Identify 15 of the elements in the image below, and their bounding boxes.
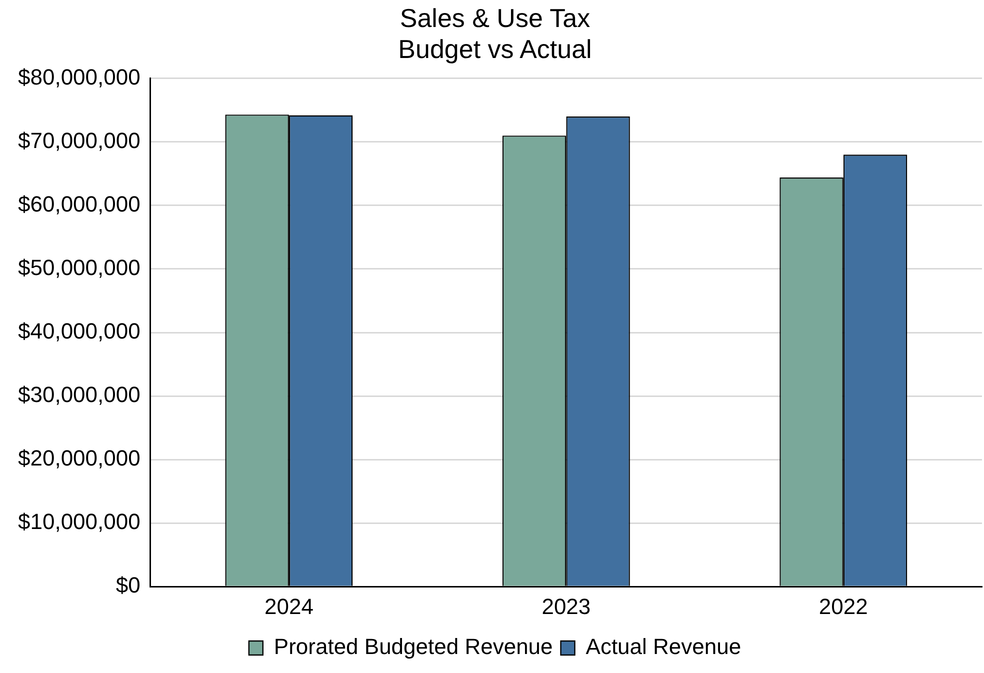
y-tick-label: $40,000,000 <box>18 318 140 344</box>
legend-label: Actual Revenue <box>586 634 742 660</box>
y-tick-label: $70,000,000 <box>18 128 140 153</box>
y-tick-label: $50,000,000 <box>18 255 140 280</box>
y-tick-label: $20,000,000 <box>18 446 140 471</box>
y-tick-label: $0 <box>116 572 140 598</box>
x-tick-label: 2024 <box>264 594 314 619</box>
y-tick-label: $60,000,000 <box>18 192 140 217</box>
chart-title: Sales & Use Tax Budget vs Actual <box>398 2 592 64</box>
y-tick-label: $80,000,000 <box>18 64 140 90</box>
legend-label: Prorated Budgeted Revenue <box>274 634 553 660</box>
y-tick-label: $10,000,000 <box>18 509 140 534</box>
x-tick-label: 2022 <box>818 594 868 619</box>
x-tick-label: 2023 <box>542 594 591 619</box>
y-tick-label: $30,000,000 <box>18 382 140 408</box>
